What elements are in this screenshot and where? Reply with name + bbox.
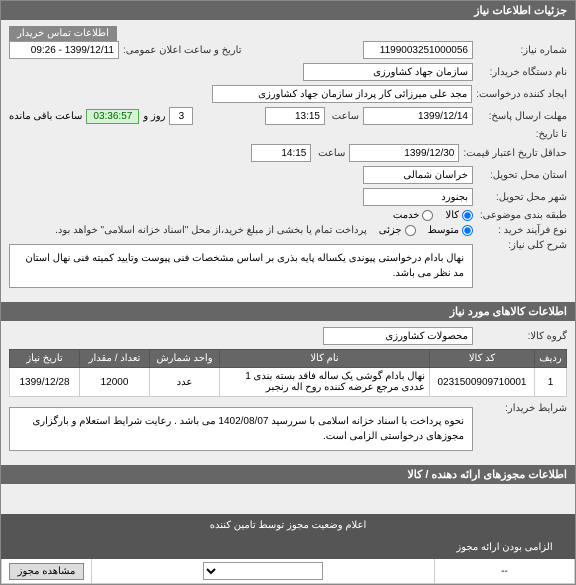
field-city: بجنورد <box>363 188 473 206</box>
col-authz-select <box>92 537 435 559</box>
view-authz-button[interactable]: مشاهده مجوز <box>9 563 85 580</box>
radio-group-process: متوسط جزئی <box>379 225 473 236</box>
col-mandatory: الزامی بودن ارائه مجوز <box>435 537 575 559</box>
header-items-info: اطلاعات کالاهای مورد نیاز <box>1 302 575 321</box>
countdown-timer: 03:36:57 <box>86 109 139 124</box>
radio-goods-label: کالا <box>445 210 459 221</box>
label-validity: حداقل تاریخ اعتبار قیمت: <box>463 148 567 159</box>
col-name: نام کالا <box>220 350 430 368</box>
authz-row: -- مشاهده مجوز <box>2 559 575 584</box>
label-package-class: طبقه بندی موضوعی: <box>477 210 567 221</box>
label-hour-2: ساعت <box>315 148 345 159</box>
radio-goods-input[interactable] <box>462 210 473 221</box>
main-panel: جزئیات اطلاعات نیاز اطلاعات تماس خریدار … <box>0 0 576 585</box>
cell-qty: 12000 <box>80 368 150 397</box>
radio-service-label: خدمت <box>393 210 420 221</box>
field-buyer-org: سازمان جهاد کشاورزی <box>303 63 473 81</box>
form-area-authz <box>1 484 575 514</box>
radio-low[interactable]: جزئی <box>379 225 416 236</box>
radio-group-class: کالا خدمت <box>393 210 473 221</box>
label-main-desc: شرح کلی نیاز: <box>477 240 567 251</box>
label-buyer-org: نام دستگاه خریدار: <box>477 67 567 78</box>
label-need-no: شماره نیاز: <box>477 45 567 56</box>
label-day-and: روز و <box>143 111 165 122</box>
label-city: شهر محل تحویل: <box>477 192 567 203</box>
cell-authz-btn: مشاهده مجوز <box>2 559 92 584</box>
cell-unit: عدد <box>150 368 220 397</box>
cell-needdate: 1399/12/28 <box>10 368 80 397</box>
contact-info-tab[interactable]: اطلاعات تماس خریدار <box>9 26 117 41</box>
field-validity-time: 14:15 <box>251 144 311 162</box>
radio-mid[interactable]: متوسط <box>428 225 473 236</box>
label-deadline: مهلت ارسال پاسخ: <box>477 111 567 122</box>
col-idx: ردیف <box>535 350 567 368</box>
field-validity-date: 1399/12/30 <box>349 144 459 162</box>
col-authz-action <box>2 537 92 559</box>
cell-idx: 1 <box>535 368 567 397</box>
col-unit: واحد شمارش <box>150 350 220 368</box>
label-item-group: گروه کالا: <box>477 331 567 342</box>
authz-select[interactable] <box>203 562 323 580</box>
form-area-items: گروه کالا: محصولات کشاورزی ردیف کد کالا … <box>1 321 575 465</box>
field-announce: 1399/12/11 - 09:26 <box>9 41 119 59</box>
radio-goods[interactable]: کالا <box>445 210 473 221</box>
field-reply-time: 13:15 <box>265 107 325 125</box>
field-item-group: محصولات کشاورزی <box>323 327 473 345</box>
field-province: خراسان شمالی <box>363 166 473 184</box>
radio-low-input[interactable] <box>405 225 416 236</box>
form-area-main: اطلاعات تماس خریدار شماره نیاز: 11990032… <box>1 20 575 302</box>
authz-status-table: اعلام وضعیت مجوز توسط تامین کننده الزامی… <box>1 514 575 584</box>
label-province: استان محل تحویل: <box>477 170 567 181</box>
label-buyer-terms: شرایط خریدار: <box>477 403 567 414</box>
buyer-terms-box: نحوه پرداخت با اسناد خزانه اسلامی با سرر… <box>9 407 473 451</box>
table-row[interactable]: 1 0231500909710001 نهال بادام گوشی یک سا… <box>10 368 567 397</box>
field-remain-days: 3 <box>169 107 193 125</box>
col-qty: تعداد / مقدار <box>80 350 150 368</box>
radio-service[interactable]: خدمت <box>393 210 434 221</box>
label-to-date: تا تاریخ: <box>477 129 567 140</box>
col-code: کد کالا <box>430 350 535 368</box>
radio-mid-label: متوسط <box>428 225 459 236</box>
label-buy-process: نوع فرآیند خرید : <box>477 225 567 236</box>
label-announce: تاریخ و ساعت اعلان عمومی: <box>123 45 242 56</box>
header-authz-info: اطلاعات مجوزهای ارائه دهنده / کالا <box>1 465 575 484</box>
field-creator: مجد علی میرزائی کار پرداز سازمان جهاد کش… <box>212 85 472 103</box>
radio-service-input[interactable] <box>422 210 433 221</box>
authz-status-header: اعلام وضعیت مجوز توسط تامین کننده <box>2 515 575 537</box>
items-table: ردیف کد کالا نام کالا واحد شمارش تعداد /… <box>9 349 567 397</box>
field-need-no: 1199003251000056 <box>363 41 473 59</box>
label-hour-1: ساعت <box>329 111 359 122</box>
label-creator: ایجاد کننده درخواست: <box>476 89 567 100</box>
cell-mandatory: -- <box>435 559 575 584</box>
cell-code: 0231500909710001 <box>430 368 535 397</box>
radio-mid-input[interactable] <box>462 225 473 236</box>
field-reply-date: 1399/12/14 <box>363 107 473 125</box>
cell-authz-select <box>92 559 435 584</box>
header-need-info: جزئیات اطلاعات نیاز <box>1 1 575 20</box>
process-note: پرداخت تمام یا بخشی از مبلغ خرید،از محل … <box>55 225 367 236</box>
radio-low-label: جزئی <box>379 225 402 236</box>
main-desc-box: نهال بادام درخواستی پیوندی یکساله پایه ب… <box>9 244 473 288</box>
label-remaining: ساعت باقی مانده <box>9 111 82 122</box>
items-table-header-row: ردیف کد کالا نام کالا واحد شمارش تعداد /… <box>10 350 567 368</box>
col-needdate: تاریخ نیاز <box>10 350 80 368</box>
cell-name: نهال بادام گوشی یک ساله فاقد بسته بندی 1… <box>220 368 430 397</box>
